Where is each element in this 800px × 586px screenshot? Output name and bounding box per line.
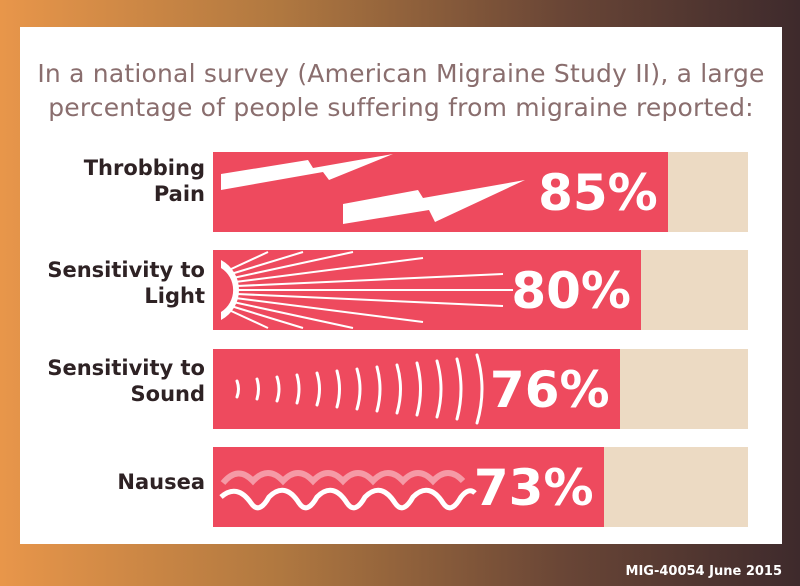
data-label: 80% [511, 262, 631, 320]
bar-nausea: 73% [213, 447, 604, 527]
category-label-line: Sensitivity to [47, 356, 205, 380]
data-label: 85% [538, 164, 658, 222]
bar-track: 80% [213, 250, 748, 330]
bar-track: 85% [213, 152, 748, 232]
sun-rays-icon [221, 251, 513, 329]
data-label: 76% [489, 361, 610, 419]
category-label-line: Light [144, 284, 205, 308]
title-line-1: In a national survey (American Migraine … [37, 59, 765, 88]
category-label-sensitivity-to-light: Sensitivity to Light [20, 257, 205, 309]
bar-track: 73% [213, 447, 748, 527]
category-label-line: Nausea [117, 470, 205, 494]
lightning-bolt-icon [221, 154, 525, 224]
chart-title: In a national survey (American Migraine … [20, 57, 782, 125]
bar-track: 76% [213, 349, 748, 429]
category-label-nausea: Nausea [20, 469, 205, 495]
category-label-line: Sensitivity to [47, 258, 205, 282]
footer-code: MIG-40054 June 2015 [625, 564, 782, 579]
title-line-2: percentage of people suffering from migr… [48, 93, 754, 122]
bar-throbbing-pain: 85% [213, 152, 668, 232]
sound-waves-icon [235, 353, 484, 425]
data-label: 73% [473, 459, 594, 517]
bar-sensitivity-to-sound: 76% [213, 349, 620, 429]
category-label-line: Sound [130, 382, 205, 406]
category-label-line: Throbbing [83, 156, 205, 180]
bar-sensitivity-to-light: 80% [213, 250, 641, 330]
category-label-sensitivity-to-sound: Sensitivity to Sound [20, 355, 205, 407]
infographic-card: In a national survey (American Migraine … [20, 27, 782, 544]
waves-icon [219, 470, 477, 511]
category-label-line: Pain [153, 182, 205, 206]
category-label-throbbing-pain: Throbbing Pain [20, 155, 205, 207]
